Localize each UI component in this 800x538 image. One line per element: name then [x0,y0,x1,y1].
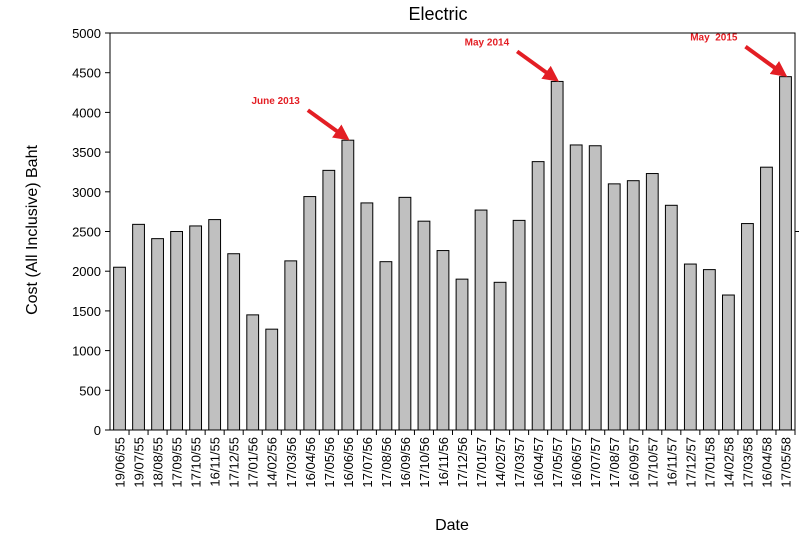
y-tick-label: 4500 [72,66,101,81]
x-tick-label: 17/03/58 [740,437,755,488]
bar [702,269,716,431]
bar [284,260,298,431]
bar [398,196,412,431]
bar [626,180,640,431]
bar [741,223,754,431]
x-tick-label: 16/11/56 [436,437,451,487]
bar [227,253,241,431]
y-tick-label: 3000 [72,185,101,200]
x-tick-label: 17/09/55 [170,437,185,488]
bar [550,80,564,431]
x-tick-label: 17/05/56 [322,437,337,488]
y-tick-label: 500 [79,383,101,398]
x-tick-label: 17/01/57 [474,437,489,488]
x-tick-label: 16/11/55 [208,437,223,487]
bar [722,294,735,431]
bar [170,231,183,431]
bar [683,263,697,431]
bar [360,202,374,431]
bar [379,261,393,431]
y-tick-label: 3500 [72,145,101,160]
x-tick-label: 17/05/57 [550,437,565,488]
x-tick-label: 14/02/58 [721,437,736,488]
annotation-label: May 2015 [690,33,738,44]
x-tick-label: 17/01/58 [702,437,717,488]
bar [189,225,203,431]
bar [531,161,545,431]
x-tick-label: 19/06/55 [113,437,128,488]
x-tick-label: 17/07/57 [588,437,603,488]
bar [455,278,469,431]
y-axis-title: Cost (All Inclusive) Baht [24,145,41,315]
bar [607,183,621,431]
x-tick-label: 17/01/56 [246,437,261,488]
x-tick-label: 16/06/57 [569,437,584,488]
x-tick-label: 14/02/57 [493,437,508,488]
annotation-arrow [515,49,559,82]
x-tick-label: 17/12/56 [455,437,470,488]
x-tick-label: 17/03/57 [512,437,527,488]
x-tick-label: 16/09/57 [626,437,641,488]
bar [132,223,145,431]
bar [512,219,526,431]
bar [113,266,126,431]
bar [265,328,279,431]
bar [303,196,317,431]
x-tick-label: 17/12/57 [683,437,698,488]
plot-area: 0 500 1000 1500 2000 2500 3000 3500 4000 4500 5000… [72,26,799,488]
y-tick-label: 0 [94,423,101,438]
x-tick-label: 16/04/56 [303,437,318,488]
x-tick-label: 17/03/56 [284,437,299,488]
y-tick-label: 1000 [72,344,101,359]
annotation-label: June 2013 [251,96,300,107]
x-tick-label: 17/10/56 [417,437,432,488]
x-tick-label: 17/05/58 [778,437,793,488]
x-tick-label: 17/08/57 [607,437,622,488]
bar [151,238,164,431]
x-tick-label: 18/08/55 [151,437,166,488]
y-tick-label: 2000 [72,264,101,279]
bar [779,76,792,431]
x-tick-label: 14/02/56 [265,437,280,488]
x-tick-label: 16/04/57 [531,437,546,488]
x-tick-label: 16/04/58 [759,437,774,488]
x-tick-label: 16/09/56 [398,437,413,488]
bar [645,173,659,431]
x-tick-label: 17/10/57 [645,437,660,488]
bar [246,314,260,431]
y-tick-label: 1500 [72,304,101,319]
bar [664,204,678,431]
x-tick-label: 17/10/55 [189,437,204,488]
annotation-arrow [744,45,788,77]
bar [341,139,355,431]
x-axis-title: Date [435,517,469,534]
x-tick-label: 16/11/57 [664,437,679,487]
x-tick-label: 17/07/56 [360,437,375,488]
bar [760,166,773,431]
bar [436,250,450,431]
chart-title: Electric [408,4,467,24]
x-tick-label: 17/08/56 [379,437,394,488]
bar [417,220,431,431]
bar [474,209,488,431]
x-tick-label: 16/06/56 [341,437,356,488]
bar [493,281,507,431]
annotation-arrow [306,108,350,141]
x-tick-label: 19/07/55 [132,437,147,488]
y-tick-label: 4000 [72,105,101,120]
bar [208,219,222,431]
x-tick-label: 17/12/55 [227,437,242,488]
bar [322,169,336,431]
y-tick-label: 2500 [72,225,101,240]
bar [569,144,583,431]
bar [588,145,602,431]
annotation-label: May 2014 [465,37,510,48]
y-tick-label: 5000 [72,26,101,41]
